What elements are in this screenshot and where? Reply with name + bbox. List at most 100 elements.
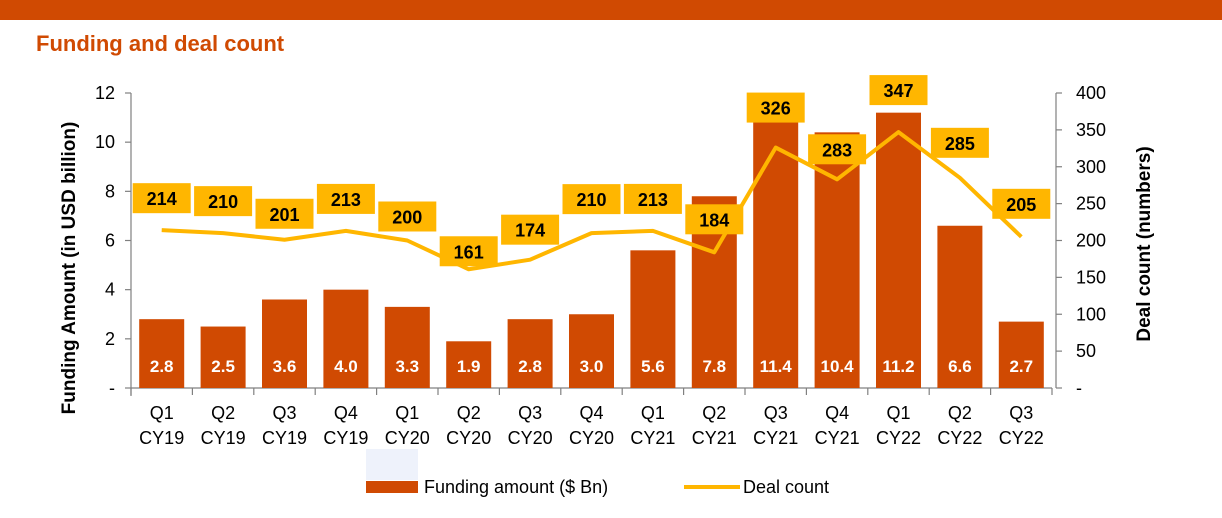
deal-count-label-box bbox=[501, 214, 560, 245]
x-tick-label-quarter: Q2 bbox=[702, 403, 726, 423]
deal-count-label-box bbox=[930, 127, 989, 158]
funding-bar-label: 10.4 bbox=[821, 357, 855, 376]
x-tick-label-year: CY21 bbox=[753, 428, 798, 448]
deal-count-label: 214 bbox=[147, 189, 177, 209]
deal-count-label-box bbox=[808, 134, 867, 165]
x-tick-label-year: CY22 bbox=[999, 428, 1044, 448]
left-tick-label: - bbox=[109, 378, 115, 398]
axes: - 2 4 6 8 10 12 - 50 100 150 200 250 300 350 400 Q1 CY19 Q… bbox=[59, 83, 1155, 448]
x-tick-label-quarter: Q2 bbox=[457, 403, 481, 423]
deal-count-label: 347 bbox=[883, 81, 913, 101]
x-tick-label-year: CY22 bbox=[876, 428, 921, 448]
deal-count-label: 200 bbox=[392, 208, 422, 228]
x-tick-label-quarter: Q3 bbox=[1009, 403, 1033, 423]
deal-count-label: 210 bbox=[576, 190, 606, 210]
funding-bar bbox=[998, 321, 1044, 388]
funding-bar-label: 11.2 bbox=[882, 357, 914, 376]
funding-bar-label: 5.6 bbox=[641, 357, 665, 376]
funding-bar-label: 2.8 bbox=[518, 357, 542, 376]
funding-bar-label: 7.8 bbox=[702, 357, 726, 376]
right-tick-label: 400 bbox=[1076, 83, 1106, 103]
x-tick-label-year: CY19 bbox=[323, 428, 368, 448]
funding-bar bbox=[876, 112, 921, 389]
chart-title: Funding and deal count bbox=[36, 31, 285, 56]
bars bbox=[139, 107, 1044, 389]
legend-funding-swatch bbox=[366, 481, 418, 493]
left-tick-label: 8 bbox=[105, 181, 115, 201]
funding-bar bbox=[814, 132, 860, 388]
funding-bar-label: 1.9 bbox=[457, 357, 481, 376]
x-tick-label-year: CY21 bbox=[815, 428, 860, 448]
deal-count-label: 174 bbox=[515, 221, 545, 241]
data-labels: 2.8 2.5 3.6 4.0 3.3 1.9 2.8 3.0 5.6 7.8 11.4 10.4 11… bbox=[132, 75, 1051, 376]
funding-bar bbox=[507, 319, 553, 388]
deal-count-label-box bbox=[562, 184, 621, 215]
deal-count-label-box bbox=[378, 201, 437, 232]
legend: Funding amount ($ Bn) Deal count bbox=[366, 449, 829, 497]
deal-count-label-box bbox=[992, 188, 1051, 219]
funding-bar-label: 2.7 bbox=[1009, 357, 1033, 376]
x-tick-label-quarter: Q1 bbox=[150, 403, 174, 423]
deal-count-label-box bbox=[132, 183, 191, 214]
funding-bar-label: 6.6 bbox=[948, 357, 972, 376]
deal-count-label: 326 bbox=[761, 99, 791, 119]
deal-count-label-box bbox=[255, 198, 314, 229]
funding-bar bbox=[630, 250, 676, 388]
funding-bar-label: 3.6 bbox=[273, 357, 297, 376]
funding-bar-label: 3.3 bbox=[395, 357, 419, 376]
x-tick-label-year: CY22 bbox=[937, 428, 982, 448]
deal-count-label: 213 bbox=[331, 190, 361, 210]
right-tick-label: 250 bbox=[1076, 194, 1106, 214]
deal-count-label-box bbox=[439, 236, 498, 267]
y-axis-title: Funding Amount (in USD billion) bbox=[59, 122, 80, 415]
deal-count-label: 205 bbox=[1006, 195, 1036, 215]
x-tick-label-quarter: Q1 bbox=[395, 403, 419, 423]
deal-count-line-group bbox=[161, 130, 1023, 272]
x-tick-label-quarter: Q3 bbox=[518, 403, 542, 423]
x-tick-label-year: CY20 bbox=[508, 428, 553, 448]
funding-bar bbox=[262, 299, 307, 388]
deal-count-label-box bbox=[316, 183, 375, 214]
x-tick-label-year: CY19 bbox=[262, 428, 307, 448]
x-tick-label-year: CY19 bbox=[201, 428, 246, 448]
funding-bar bbox=[446, 341, 492, 388]
right-tick-label: 150 bbox=[1076, 267, 1106, 287]
right-tick-label: 350 bbox=[1076, 120, 1106, 140]
deal-count-label-box bbox=[869, 75, 928, 106]
funding-bar-label: 4.0 bbox=[334, 357, 358, 376]
deal-count-label-box bbox=[623, 183, 682, 214]
top-accent-bar bbox=[0, 0, 1222, 20]
deal-count-label-box bbox=[685, 204, 744, 235]
funding-bar bbox=[323, 289, 369, 388]
deal-count-label: 213 bbox=[638, 190, 668, 210]
left-tick-label: 4 bbox=[105, 280, 115, 300]
left-tick-label: 10 bbox=[95, 132, 115, 152]
funding-bar bbox=[384, 306, 430, 388]
deal-count-label-box bbox=[194, 186, 253, 217]
x-tick-label-quarter: Q2 bbox=[948, 403, 972, 423]
deal-count-line bbox=[161, 130, 1023, 272]
funding-bar-label: 2.8 bbox=[150, 357, 174, 376]
funding-bar bbox=[569, 314, 614, 388]
deal-count-label-box bbox=[746, 92, 805, 123]
deal-count-label: 161 bbox=[454, 242, 484, 262]
right-tick-label: 100 bbox=[1076, 304, 1106, 324]
right-tick-label: 200 bbox=[1076, 231, 1106, 251]
funding-bar-label: 3.0 bbox=[580, 357, 604, 376]
x-tick-label-quarter: Q1 bbox=[886, 403, 910, 423]
legend-funding-label: Funding amount ($ Bn) bbox=[424, 477, 608, 497]
deal-count-label: 285 bbox=[945, 134, 975, 154]
funding-bar bbox=[200, 326, 246, 388]
right-tick-label: 300 bbox=[1076, 157, 1106, 177]
x-tick-label-quarter: Q2 bbox=[211, 403, 235, 423]
x-tick-label-year: CY20 bbox=[385, 428, 430, 448]
funding-bar-label: 11.4 bbox=[760, 357, 793, 376]
deal-count-label: 201 bbox=[269, 205, 299, 225]
funding-bar bbox=[937, 225, 983, 388]
x-tick-label-quarter: Q4 bbox=[579, 403, 603, 423]
x-tick-label-quarter: Q4 bbox=[334, 403, 358, 423]
left-tick-label: 6 bbox=[105, 231, 115, 251]
x-tick-label-quarter: Q1 bbox=[641, 403, 665, 423]
funding-bar-label: 2.5 bbox=[211, 357, 235, 376]
